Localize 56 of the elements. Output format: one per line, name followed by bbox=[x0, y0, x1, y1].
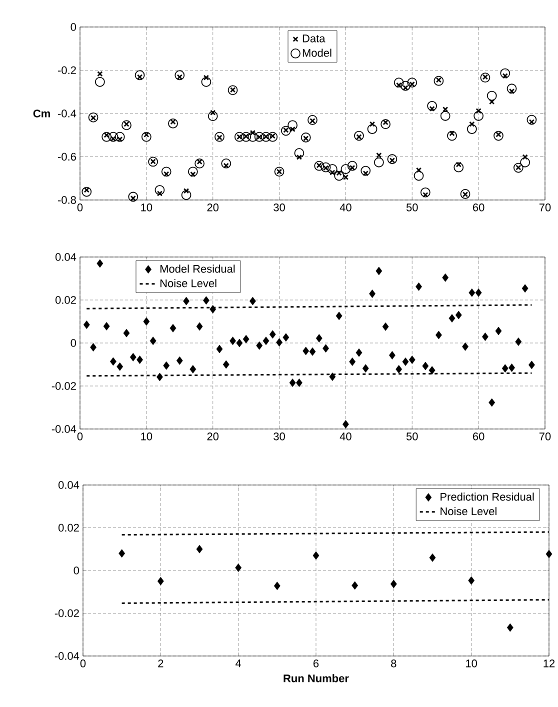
y-tick-label: -0.04 bbox=[52, 425, 76, 433]
x-tick-label: 60 bbox=[472, 432, 484, 440]
y-tick-label: -0.4 bbox=[58, 110, 76, 118]
y-tick-label: -0.02 bbox=[52, 382, 76, 390]
point bbox=[429, 553, 436, 562]
x-tick-label: 10 bbox=[140, 204, 152, 212]
legend-label: Model Residual bbox=[160, 264, 234, 273]
x-tick-label: 6 bbox=[313, 660, 318, 668]
y-tick-label: 0.04 bbox=[55, 253, 76, 261]
x-tick-label: 4 bbox=[235, 660, 241, 668]
x-tick-label: 10 bbox=[140, 432, 152, 440]
x-tick-label: 70 bbox=[539, 204, 550, 212]
point bbox=[118, 549, 125, 558]
legend-label: Prediction Residual bbox=[440, 492, 534, 501]
y-tick-label: 0.02 bbox=[55, 296, 76, 304]
point bbox=[546, 550, 552, 558]
legend-label: Noise Level bbox=[440, 507, 496, 516]
y-tick-label: -0.02 bbox=[54, 609, 79, 618]
point bbox=[312, 551, 319, 560]
y-tick-label: 0.02 bbox=[58, 524, 79, 532]
point bbox=[390, 580, 397, 588]
x-tick-label: 12 bbox=[543, 660, 554, 668]
point bbox=[468, 576, 474, 585]
x-tick-label: 40 bbox=[340, 204, 352, 212]
y-tick-label: 0.04 bbox=[58, 481, 79, 489]
x-tick-label: 20 bbox=[207, 432, 218, 440]
x-tick-label: 2 bbox=[158, 660, 163, 668]
y-axis-title: Cm bbox=[33, 110, 50, 118]
legend-label: Noise Level bbox=[160, 279, 216, 288]
x-tick-label: 8 bbox=[390, 660, 396, 668]
x-tick-label: 30 bbox=[273, 432, 285, 440]
y-tick-label: 0 bbox=[70, 339, 76, 347]
x-tick-label: 40 bbox=[340, 432, 352, 440]
y-tick-label: -0.8 bbox=[58, 196, 76, 204]
y-tick-label: -0.6 bbox=[58, 152, 76, 161]
point bbox=[196, 544, 202, 554]
point bbox=[274, 582, 280, 590]
y-tick-label: -0.04 bbox=[54, 652, 79, 660]
x-tick-label: 0 bbox=[80, 660, 86, 668]
y-tick-label: 0 bbox=[70, 23, 76, 31]
x-tick-label: 50 bbox=[406, 204, 418, 212]
point bbox=[351, 581, 358, 590]
y-tick-label: 0 bbox=[74, 566, 79, 574]
y-tick-label: -0.2 bbox=[58, 66, 76, 74]
point bbox=[234, 564, 242, 572]
point bbox=[506, 623, 514, 632]
x-tick-label: 30 bbox=[273, 204, 285, 212]
x-tick-label: 20 bbox=[207, 204, 218, 212]
x-axis-title: Run Number bbox=[284, 674, 349, 682]
x-tick-label: 10 bbox=[466, 660, 477, 668]
x-tick-label: 60 bbox=[472, 204, 484, 212]
x-tick-label: 50 bbox=[406, 432, 418, 440]
point bbox=[157, 576, 164, 586]
legend-label: Data bbox=[302, 34, 326, 42]
x-tick-label: 70 bbox=[539, 432, 550, 440]
legend-label: Model bbox=[302, 48, 332, 57]
